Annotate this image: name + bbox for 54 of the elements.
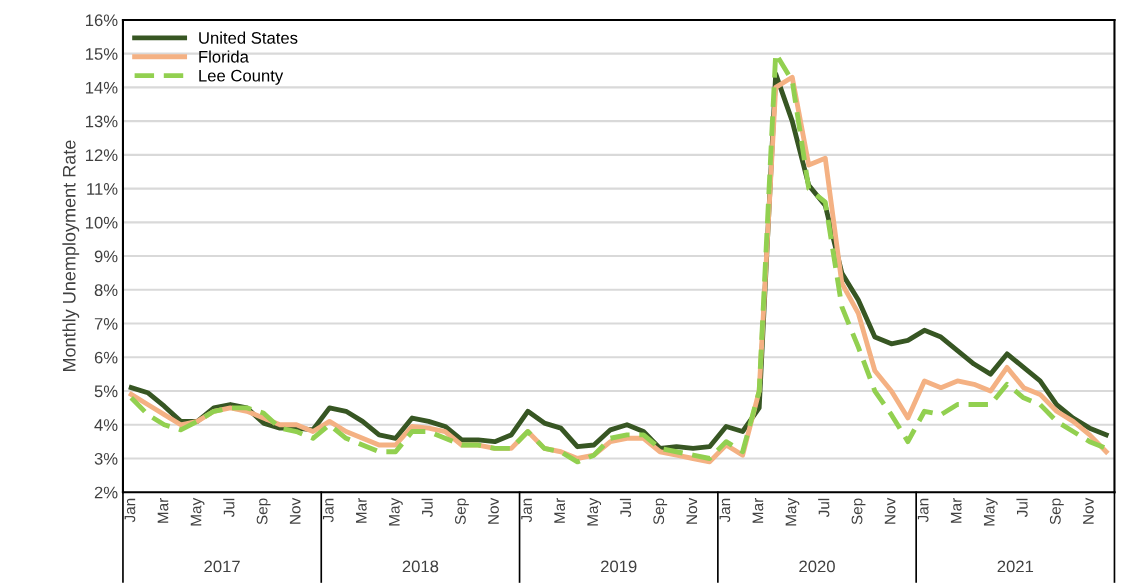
x-tick-label: Nov (686, 497, 698, 524)
x-tick-label: Nov (884, 497, 896, 524)
x-tick-label: Mar (157, 498, 169, 523)
y-tick-label: 7% (94, 318, 118, 330)
y-tick-label: 15% (86, 48, 118, 60)
text: 2018 (402, 560, 439, 573)
legend-label: Lee County (199, 69, 284, 85)
x-tick-label: Jul (619, 498, 632, 518)
x-tick-label: Nov (1083, 497, 1094, 524)
x-tick-label: Mar (950, 498, 962, 523)
y-tick-label: 16% (86, 14, 118, 27)
x-tick-label: Nov (488, 497, 499, 524)
y-tick-label: 11% (87, 183, 118, 195)
x-tick-label: Sep (653, 498, 668, 525)
legend-label: Florida (199, 50, 249, 63)
x-tick-label: Jan (917, 498, 929, 523)
x-tick-label: Mar (752, 498, 764, 523)
text: 2021 (997, 560, 1034, 573)
y-tick-label: 5% (94, 385, 118, 398)
text: 2019 (601, 560, 637, 573)
x-tick-label: Jan (719, 498, 731, 523)
x-tick-label: Jul (223, 498, 235, 518)
x-tick-label: Sep (1049, 498, 1064, 525)
x-tick-label: May (587, 497, 602, 526)
x-tick-label: May (785, 497, 800, 526)
text: 2017 (204, 560, 240, 573)
y-tick-label: 8% (94, 284, 118, 297)
y-tick-label: 14% (86, 81, 118, 94)
x-tick-label: Sep (455, 498, 469, 525)
x-tick-label: May (389, 497, 403, 526)
x-tick-label: Jul (1016, 498, 1028, 518)
y-tick-label: 4% (94, 419, 118, 431)
legend-label: United States (199, 31, 298, 44)
x-tick-label: May (983, 497, 998, 526)
x-tick-label: Jan (521, 498, 532, 523)
x-tick-label: Jan (322, 498, 334, 523)
y-tick-label: 2% (94, 486, 118, 499)
x-tick-label: May (190, 497, 205, 526)
x-tick-label: Nov (289, 497, 301, 524)
text: 2020 (799, 560, 835, 573)
x-tick-label: Sep (851, 498, 866, 525)
x-tick-label: Mar (554, 498, 565, 523)
x-tick-label: Jul (818, 498, 830, 518)
y-tick-label: 10% (86, 216, 118, 229)
y-tick-label: 13% (86, 115, 118, 128)
y-tick-label: 3% (94, 452, 118, 465)
y-tick-label: 12% (86, 149, 118, 162)
y-tick-label: 9% (94, 250, 118, 263)
x-tick-label: Jul (421, 498, 433, 518)
x-tick-label: Jan (124, 498, 136, 523)
x-tick-label: Sep (256, 498, 271, 525)
y-axis-title: Monthly Unemployment Rate (62, 140, 80, 371)
x-tick-label: Mar (356, 498, 367, 523)
y-tick-label: 6% (94, 351, 118, 364)
